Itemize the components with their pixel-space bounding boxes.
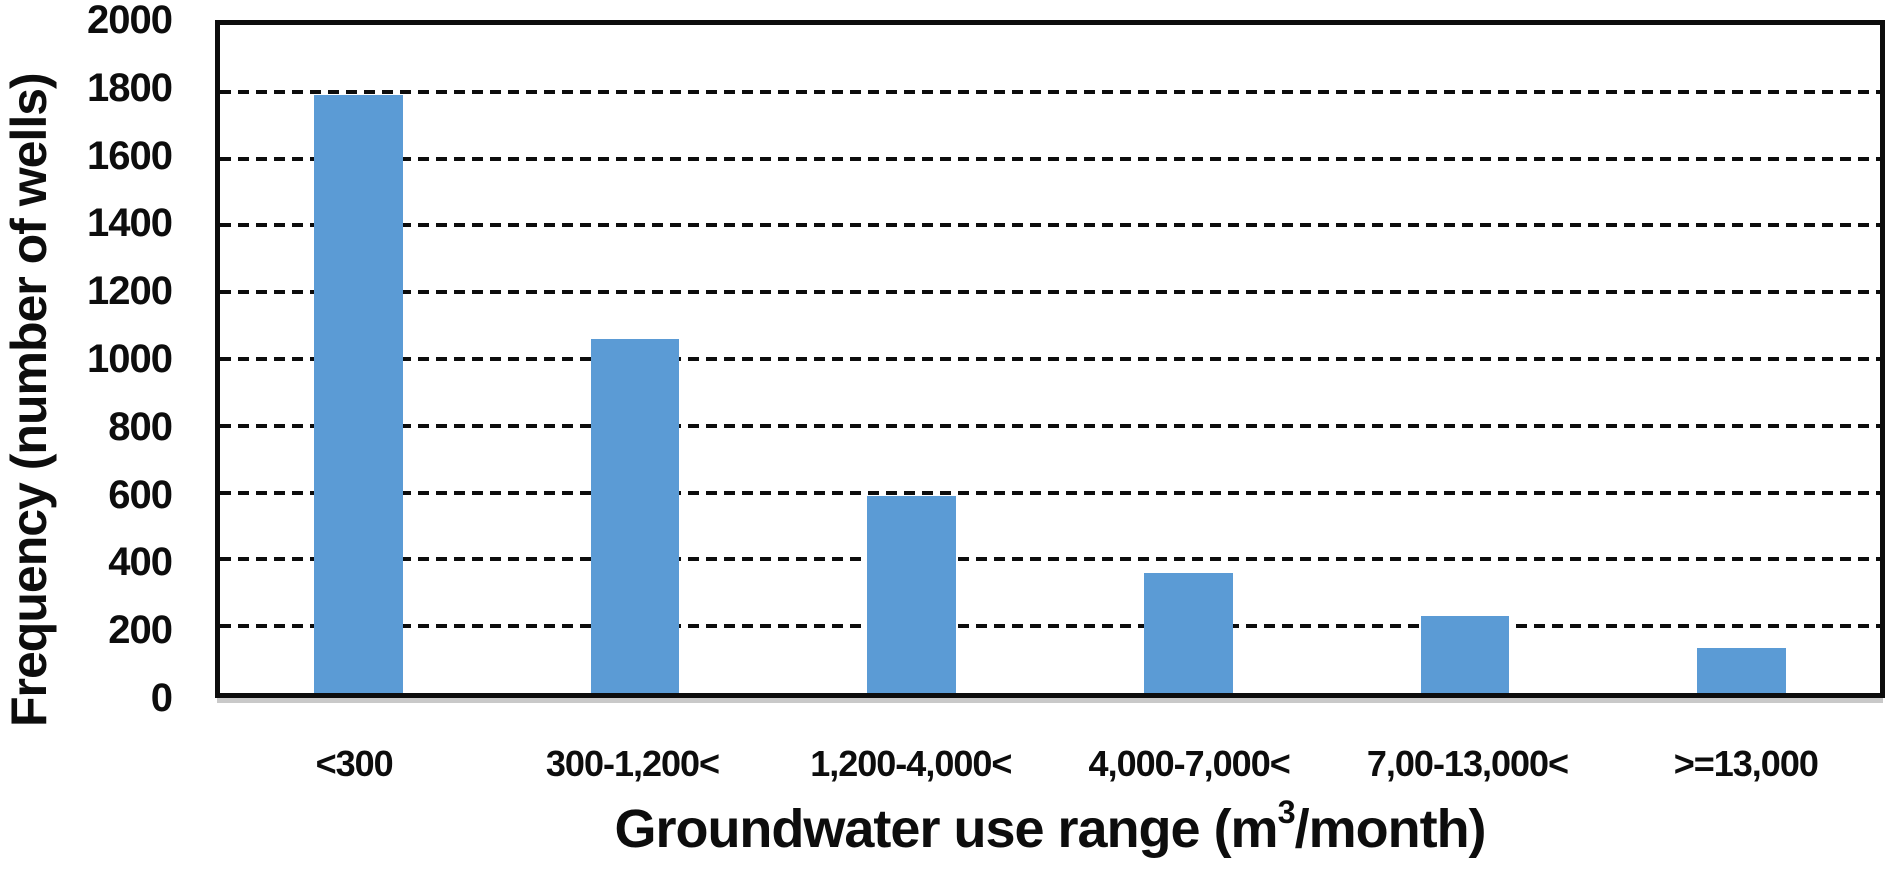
bar-slot	[497, 25, 774, 693]
x-axis-title-prefix: Groundwater use range (m	[614, 799, 1278, 859]
x-axis-title-suffix: /month)	[1294, 799, 1487, 859]
y-axis-tick-labels: 0 200 400 600 800 1000 1200 1400 1600 1800 2000	[0, 0, 173, 718]
y-tick-label: 1600	[87, 133, 173, 178]
y-tick-label: 1000	[87, 337, 173, 381]
gridline	[220, 490, 1880, 495]
gridline	[220, 357, 1880, 361]
gridline	[220, 156, 1880, 161]
bar	[1144, 572, 1233, 693]
gridline-layer	[220, 25, 1880, 693]
y-tick-label: 0	[150, 676, 173, 720]
x-tick-label: 7,00-13,000<	[1366, 743, 1569, 784]
x-axis-tick-labels: <300 300-1,200< 1,200-4,000< 4,000-7,000< 7,…	[215, 742, 1885, 786]
gridline	[220, 423, 1880, 428]
bar-slot	[1327, 25, 1604, 693]
y-tick-label: 400	[108, 540, 173, 585]
plot-area	[215, 20, 1885, 698]
bar-layer	[220, 25, 1880, 693]
gridline	[220, 557, 1880, 562]
bar-slot	[1603, 25, 1880, 693]
bar	[590, 338, 680, 693]
y-tick-label: 200	[108, 608, 173, 653]
gridline	[220, 290, 1880, 295]
bar-slot	[773, 25, 1050, 693]
x-tick-label: >=13,000	[1673, 743, 1819, 784]
bar-slot	[1050, 25, 1327, 693]
bar	[314, 95, 403, 693]
y-tick-label: 1400	[87, 201, 173, 246]
bar	[1697, 647, 1786, 693]
y-tick-label: 800	[108, 404, 173, 449]
bar-slot	[220, 25, 497, 693]
x-axis-title-superscript: 3	[1277, 794, 1296, 831]
x-tick-label: 4,000-7,000<	[1088, 743, 1291, 784]
bar	[1420, 616, 1510, 693]
gridline	[220, 89, 1880, 94]
y-tick-label: 600	[108, 472, 173, 517]
bar	[867, 495, 956, 693]
gridline	[220, 223, 1880, 228]
x-axis-title: Groundwater use range (m3/month)	[215, 796, 1885, 860]
y-tick-label: 1200	[87, 269, 173, 314]
x-tick-label: 1,200-4,000<	[810, 743, 1012, 784]
y-tick-label: 1800	[87, 65, 173, 110]
x-tick-label: <300	[315, 743, 394, 784]
y-tick-label: 2000	[87, 0, 173, 42]
gridline	[220, 624, 1880, 629]
x-tick-label: 300-1,200<	[545, 743, 720, 784]
